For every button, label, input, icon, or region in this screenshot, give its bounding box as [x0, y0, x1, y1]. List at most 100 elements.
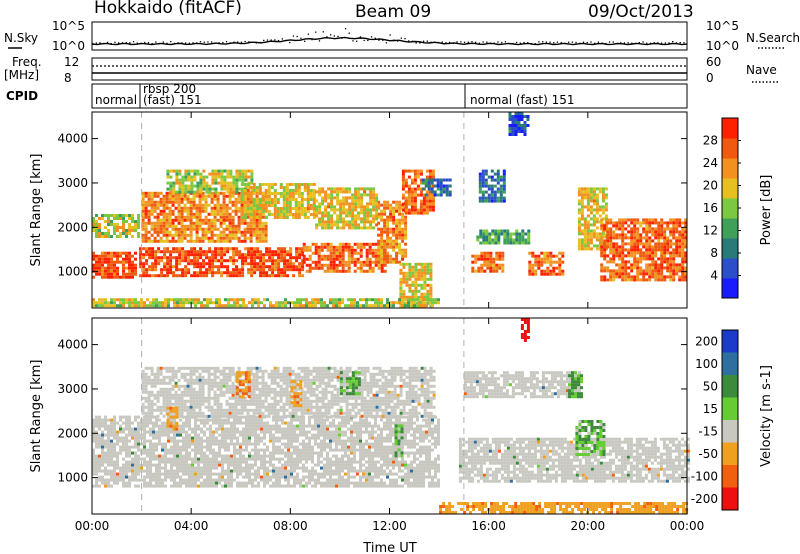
data-cell [223, 247, 227, 251]
data-cell [222, 212, 226, 216]
data-cell [350, 304, 353, 308]
data-cell [220, 178, 224, 182]
data-cell [419, 178, 423, 182]
data-cell [531, 251, 535, 255]
data-cell [92, 217, 95, 220]
data-cell [208, 268, 212, 272]
data-cell [359, 242, 363, 246]
data-cell [639, 248, 643, 252]
data-cell [208, 187, 212, 191]
data-cell [208, 184, 212, 188]
data-cell [420, 292, 424, 296]
data-cell [259, 253, 263, 257]
data-cell [395, 236, 399, 240]
data-cell [540, 269, 544, 273]
nsearch-dot [556, 41, 559, 43]
data-cell [543, 254, 547, 258]
data-cell [375, 199, 379, 203]
data-cell [580, 241, 584, 245]
data-cell [323, 304, 326, 308]
data-cell [152, 427, 155, 431]
data-cell [147, 239, 151, 243]
data-cell [580, 238, 584, 242]
data-cell [577, 187, 581, 191]
data-cell [189, 218, 193, 222]
data-cell [301, 265, 305, 269]
data-cell [236, 475, 239, 479]
data-cell [176, 460, 179, 464]
data-cell [153, 230, 157, 234]
data-cell [317, 266, 321, 270]
data-cell [678, 248, 682, 252]
data-cell [408, 262, 412, 266]
data-cell [198, 197, 202, 201]
data-cell [506, 235, 510, 239]
data-cell [294, 204, 298, 207]
data-cell [401, 230, 405, 234]
data-cell [615, 233, 619, 237]
data-cell [144, 239, 148, 243]
data-cell [189, 233, 193, 237]
data-cell [502, 178, 506, 182]
nsearch-dot [106, 41, 109, 43]
data-cell [191, 466, 194, 470]
data-cell [315, 226, 319, 230]
data-cell [678, 269, 682, 273]
data-cell [414, 262, 418, 266]
data-cell [386, 304, 389, 308]
data-cell [681, 266, 685, 270]
data-cell [170, 427, 173, 431]
nsearch-dot [289, 41, 291, 44]
data-cell [369, 214, 373, 218]
data-cell [101, 260, 104, 264]
data-cell [577, 232, 581, 236]
data-cell [239, 460, 242, 464]
data-cell [164, 469, 167, 473]
data-cell [492, 263, 496, 267]
data-cell [95, 436, 98, 440]
data-cell [419, 298, 422, 302]
data-cell [150, 221, 154, 225]
data-cell [211, 253, 215, 257]
data-cell [122, 217, 125, 220]
nsearch-dot [207, 41, 209, 43]
data-cell [534, 254, 538, 258]
data-cell [160, 268, 164, 272]
data-cell [592, 202, 596, 206]
data-cell [189, 230, 193, 234]
data-cell [609, 251, 613, 255]
data-cell [192, 206, 196, 210]
data-cell [294, 198, 298, 201]
data-cell [207, 230, 211, 234]
data-cell [645, 269, 649, 273]
data-cell [398, 236, 402, 240]
data-cell [98, 427, 101, 431]
data-cell [197, 478, 200, 482]
data-cell [552, 266, 556, 270]
data-cell [200, 466, 203, 470]
data-cell [684, 233, 688, 237]
data-cell [586, 223, 590, 227]
data-cell [206, 298, 209, 302]
data-cell [215, 457, 218, 461]
data-cell [477, 266, 481, 270]
data-cell [401, 218, 405, 222]
data-cell [165, 227, 169, 231]
nsearch-dot [538, 41, 540, 43]
data-cell [675, 251, 679, 255]
data-cell [209, 436, 212, 440]
data-cell [392, 215, 396, 219]
data-cell [481, 196, 485, 200]
data-cell [657, 233, 661, 237]
data-cell [258, 210, 262, 213]
data-cell [158, 424, 161, 428]
nsearch-dot [166, 42, 168, 44]
data-cell [341, 269, 345, 273]
data-cell [98, 478, 101, 482]
data-cell [489, 251, 493, 255]
data-cell [534, 263, 538, 267]
data-cell [405, 301, 409, 305]
data-cell [595, 196, 599, 200]
data-cell [314, 301, 317, 305]
data-cell [122, 469, 125, 473]
